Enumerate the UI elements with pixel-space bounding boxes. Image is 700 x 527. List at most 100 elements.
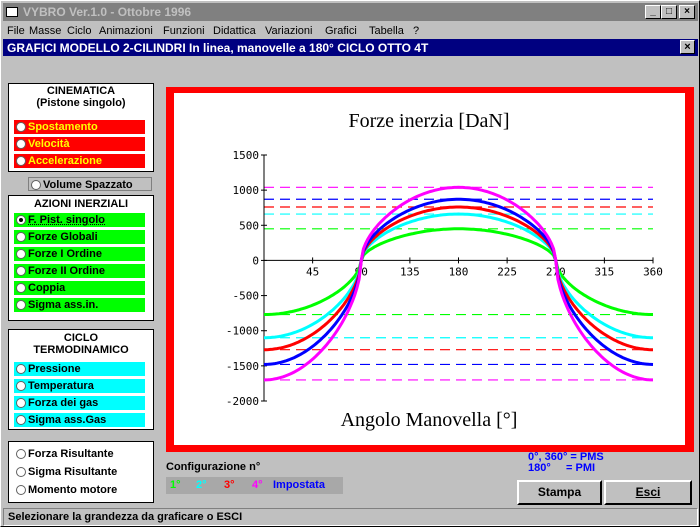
esci-button[interactable]: Esci [604,480,692,505]
x-tick-label: 225 [497,265,517,278]
legend-note: 0°, 360° = PMS 180° = PMI [528,452,604,474]
option-label: Forza Risultante [28,448,114,460]
radio-icon [16,283,26,293]
option-label: Spostamento [28,121,98,133]
azioni-title: AZIONI INERZIALI [33,198,129,210]
option-sigma-ass-in[interactable]: Sigma ass.in. [14,298,145,312]
cinematica-subtitle: (Pistone singolo) [36,97,126,109]
configurazione-label: Configurazione n° [166,461,261,473]
option-velocita[interactable]: Velocità [14,137,145,151]
menu-bar: File Masse Ciclo Animazioni Funzioni Did… [3,22,698,40]
option-label: Velocità [28,138,70,150]
menu-help[interactable]: ? [413,25,420,37]
option-forze-i-ordine[interactable]: Forze I Ordine [14,247,145,261]
radio-icon [16,485,26,495]
y-tick-label: 1000 [233,184,260,197]
option-forza-risultante[interactable]: Forza Risultante [14,447,145,461]
option-accelerazione[interactable]: Accelerazione [14,154,145,168]
ciclo-title-2: TERMODINAMICO [33,344,129,356]
option-forza-dei-gas[interactable]: Forza dei gas [14,396,145,410]
y-tick-label: -1500 [226,360,259,373]
x-axis-label: Angolo Manovella [°] [341,409,518,431]
menu-masse[interactable]: Masse [29,25,62,37]
x-tick-label: 315 [594,265,614,278]
option-temperatura[interactable]: Temperatura [14,379,145,393]
close-button[interactable]: × [679,5,695,19]
option-label: Forza dei gas [28,397,99,409]
menu-grafici[interactable]: Grafici [325,25,357,37]
series-line-1 [264,227,653,316]
y-tick-label: 0 [252,254,259,267]
minimize-button[interactable]: _ [645,5,661,19]
chart-title: Forze inerzia [DaN] [348,110,509,132]
radio-icon [16,364,26,374]
radio-selected-icon [16,215,26,225]
option-spostamento[interactable]: Spostamento [14,120,145,134]
option-label: Pressione [28,363,81,375]
x-tick-label: 180 [449,265,469,278]
force-chart: Forze inerzia [DaN] Angolo Manovella [°] 1… [226,110,663,431]
series-line-5 [264,185,653,382]
config-1-label: 1° [170,479,181,491]
option-momento-motore[interactable]: Momento motore [14,483,145,497]
y-tick-label: -1000 [226,325,259,338]
y-tick-label: 500 [239,219,259,232]
option-label: Forze II Ordine [28,265,106,277]
option-label: Sigma Risultante [28,466,118,478]
radio-icon [16,122,26,132]
radio-icon [16,381,26,391]
menu-file[interactable]: File [7,25,25,37]
azioni-inerziali-panel: AZIONI INERZIALI F. Pist. singolo Forze … [8,195,154,321]
maximize-button[interactable]: □ [661,5,677,19]
option-label: Coppia [28,282,66,294]
option-label: Momento motore [28,484,118,496]
radio-icon [16,249,26,259]
child-title-bar: GRAFICI MODELLO 2-CILINDRI In linea, man… [3,39,698,56]
option-label: Forze Globali [28,231,98,243]
option-label: Sigma ass.in. [28,299,99,311]
menu-funzioni[interactable]: Funzioni [163,25,205,37]
config-2-label: 2° [196,479,207,491]
series-line-2 [264,212,653,340]
option-coppia[interactable]: Coppia [14,281,145,295]
radio-icon [16,300,26,310]
menu-didattica[interactable]: Didattica [213,25,256,37]
menu-animazioni[interactable]: Animazioni [99,25,153,37]
config-3-label: 3° [224,479,235,491]
option-label: F. Pist. singolo [28,214,106,226]
option-f-pist-singolo[interactable]: F. Pist. singolo [14,213,145,227]
legend-note-pms: 0°, 360° = PMS [528,451,604,463]
option-label: Accelerazione [28,155,102,167]
app-icon[interactable] [6,7,18,17]
volume-spazzato-option[interactable]: Volume Spazzato [28,177,152,191]
option-forze-globali[interactable]: Forze Globali [14,230,145,244]
child-close-button[interactable]: × [680,40,695,54]
stampa-button[interactable]: Stampa [517,480,602,505]
option-pressione[interactable]: Pressione [14,362,145,376]
option-forze-ii-ordine[interactable]: Forze II Ordine [14,264,145,278]
y-tick-label: -2000 [226,395,259,408]
radio-icon [16,449,26,459]
series-line-3 [264,205,653,352]
x-tick-label: 135 [400,265,420,278]
legend-note-pmi: 180° = PMI [528,462,596,474]
child-window-title: GRAFICI MODELLO 2-CILINDRI In linea, man… [7,41,429,55]
option-sigma-ass-gas[interactable]: Sigma ass.Gas [14,413,145,427]
status-text: Selezionare la grandezza da graficare o … [8,511,243,523]
radio-icon [16,266,26,276]
radio-icon [16,156,26,166]
option-label: Sigma ass.Gas [28,414,107,426]
menu-variazioni[interactable]: Variazioni [265,25,313,37]
menu-ciclo[interactable]: Ciclo [67,25,92,37]
title-bar[interactable]: VYBRO Ver.1.0 - Ottobre 1996 _ □ × [3,3,698,21]
option-label: Forze I Ordine [28,248,102,260]
radio-icon [16,398,26,408]
config-4-label: 4° [252,479,263,491]
cinematica-panel: CINEMATICA (Pistone singolo) Spostamento… [8,83,154,172]
radio-icon [31,180,41,190]
option-sigma-risultante[interactable]: Sigma Risultante [14,465,145,479]
chart-frame: Forze inerzia [DaN] Angolo Manovella [°] 1… [166,87,694,452]
menu-tabella[interactable]: Tabella [369,25,404,37]
radio-icon [16,139,26,149]
